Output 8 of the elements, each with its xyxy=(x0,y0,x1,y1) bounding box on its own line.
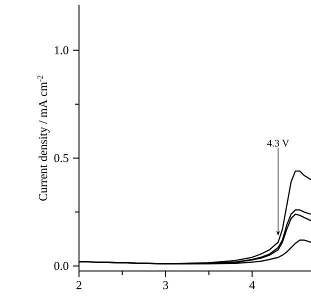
x-tick-label: 4 xyxy=(249,281,255,290)
annotation: 4.3 V xyxy=(267,140,290,147)
x-tick-label: 3 xyxy=(163,281,168,290)
y-tick-label: 1.0 xyxy=(54,46,68,54)
x-tick-label: 2 xyxy=(76,281,82,290)
y-tick-label: 0.5 xyxy=(54,154,68,162)
y-axis-title: Current density / mA cm$^{-2}$ xyxy=(37,76,50,201)
y-tick-label: 0.0 xyxy=(54,262,68,270)
